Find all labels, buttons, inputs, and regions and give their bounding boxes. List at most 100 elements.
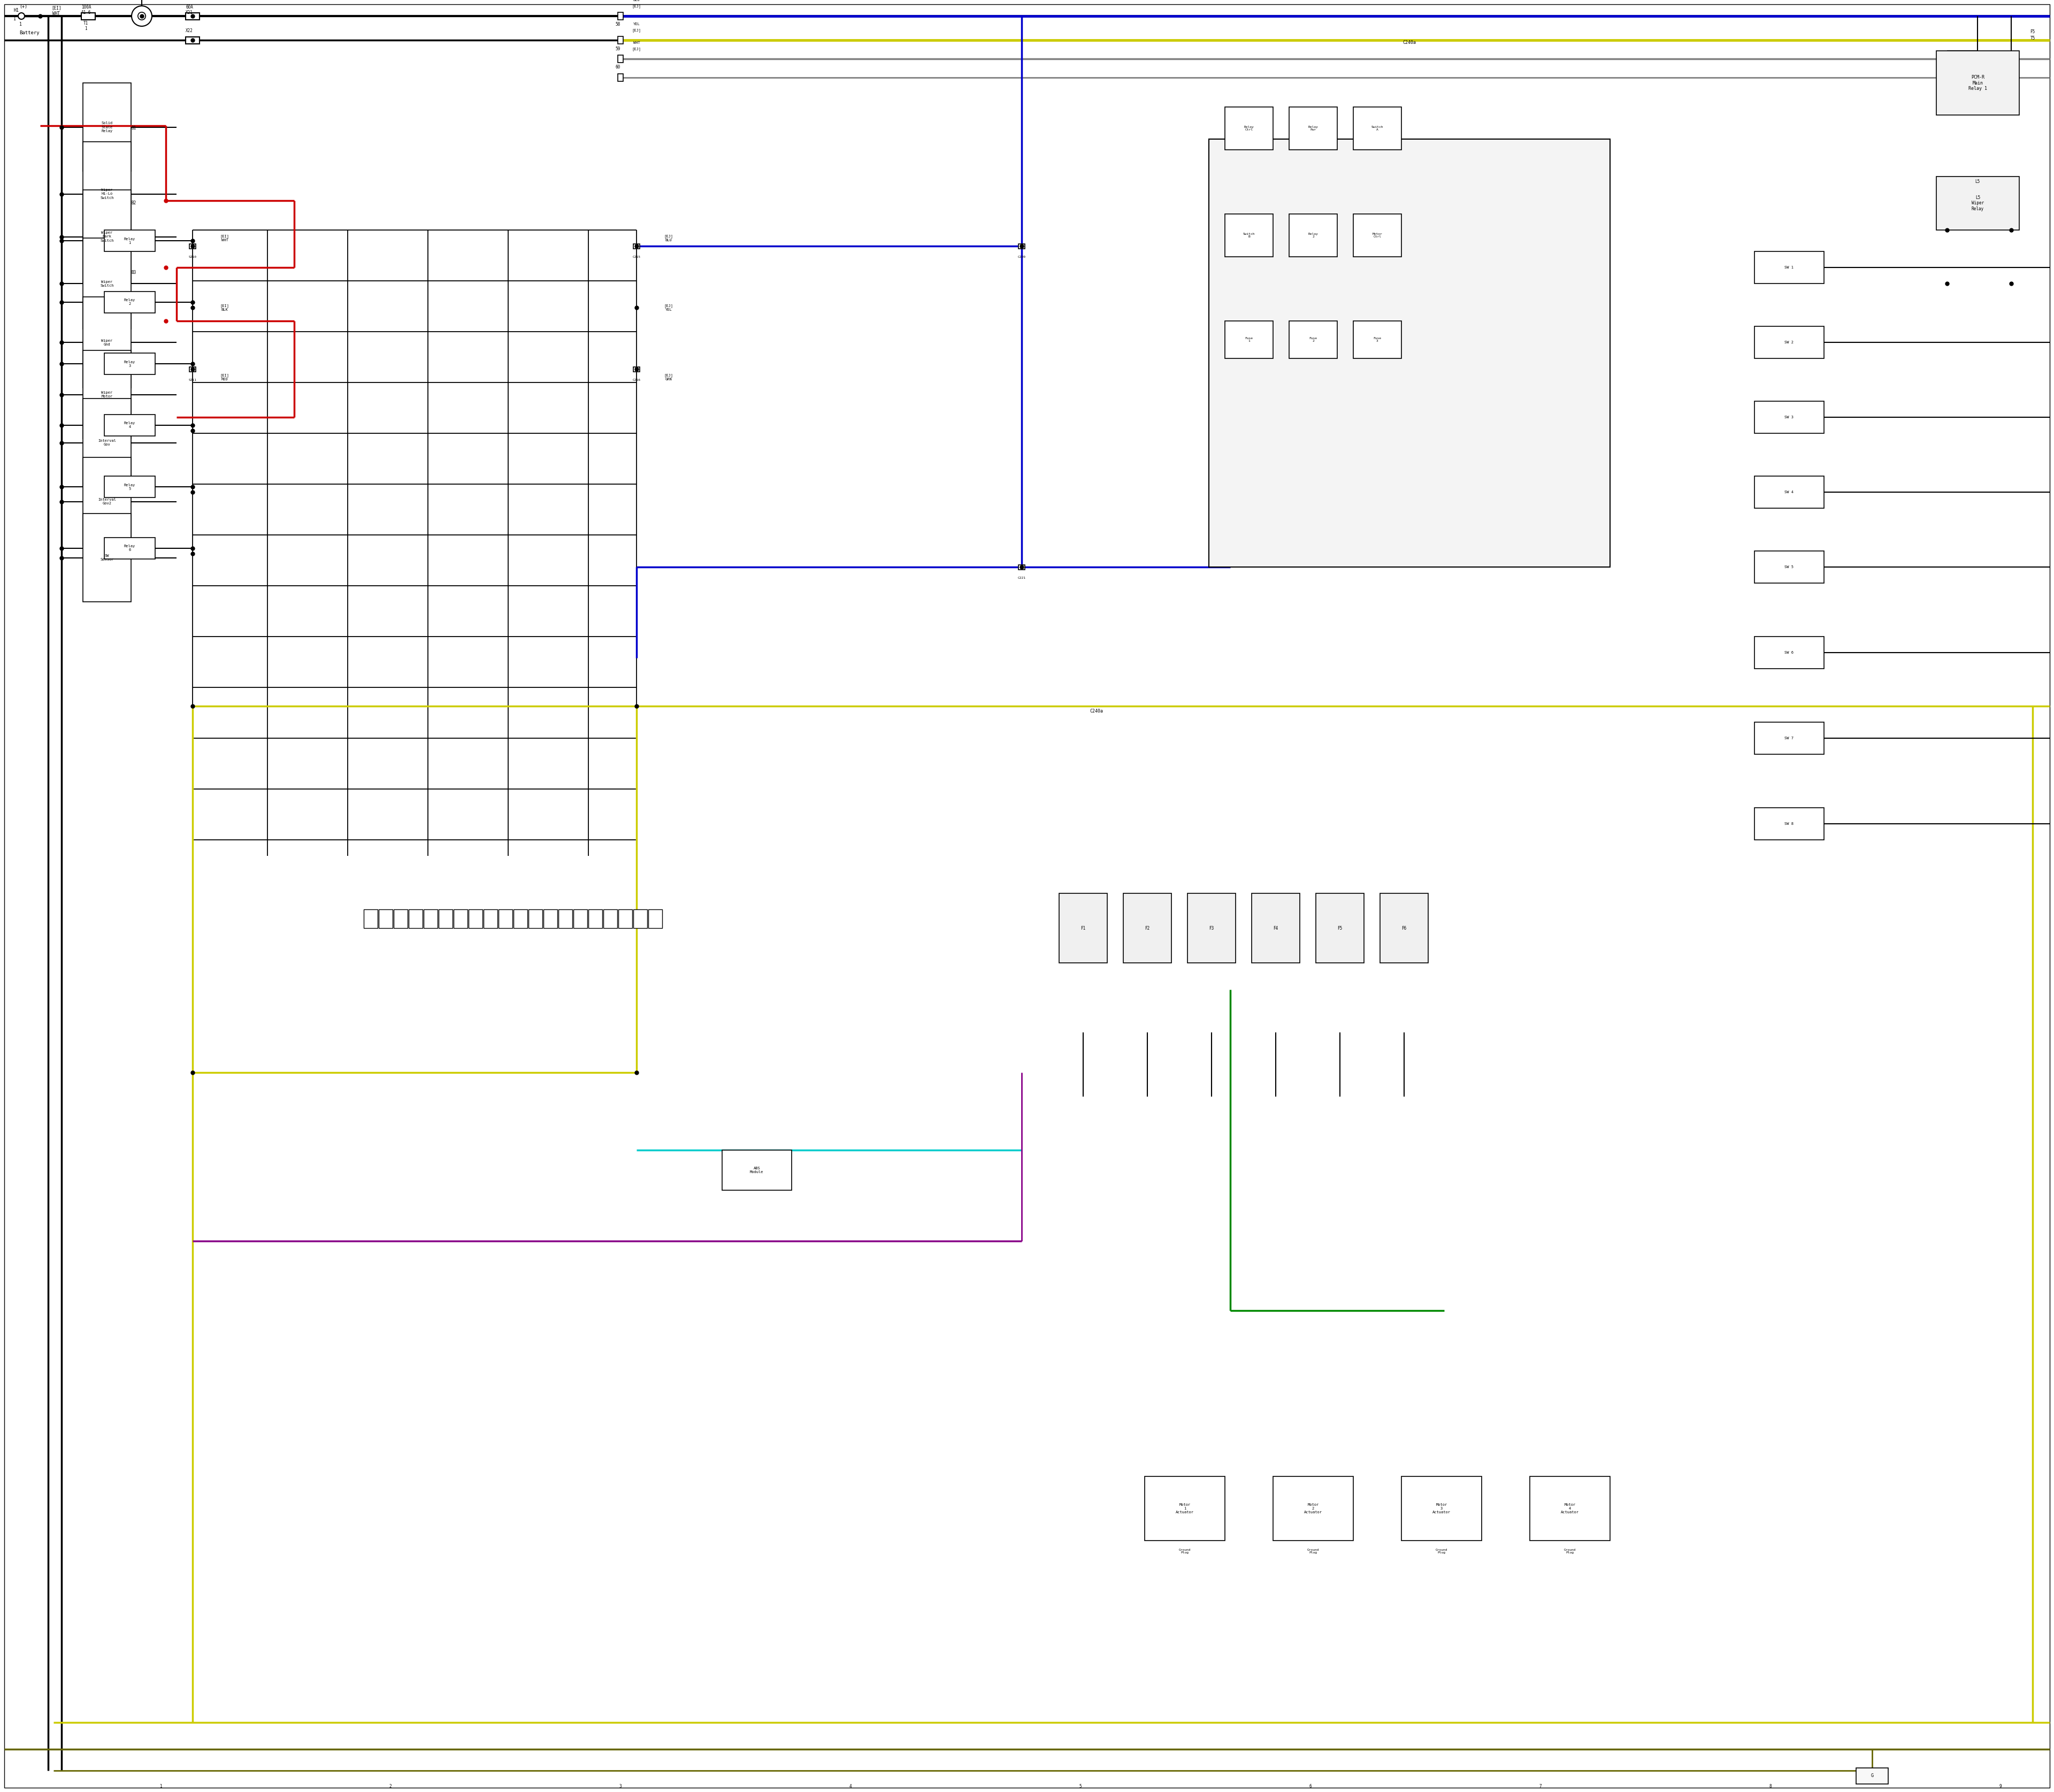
Bar [1251, 894, 1300, 962]
Text: SW
Sensor: SW Sensor [101, 554, 113, 561]
Text: SW 8: SW 8 [1785, 823, 1793, 826]
Bar [499, 909, 511, 928]
Text: C240a: C240a [1403, 41, 1415, 45]
Bar [82, 190, 131, 283]
Bar [1290, 213, 1337, 256]
Text: [EJ]: [EJ] [633, 47, 641, 50]
Bar [423, 909, 438, 928]
Text: [EJ]: [EJ] [633, 29, 641, 32]
Text: SW 5: SW 5 [1785, 566, 1793, 568]
Bar [468, 909, 483, 928]
Bar [1224, 213, 1273, 256]
Text: Motor
2
Actuator: Motor 2 Actuator [1304, 1503, 1323, 1514]
Text: Fuse
1: Fuse 1 [1245, 337, 1253, 342]
Bar [723, 1150, 791, 1190]
Bar [1317, 894, 1364, 962]
Bar [1754, 401, 1824, 434]
Bar [633, 367, 639, 371]
Bar [189, 367, 195, 371]
Text: 8: 8 [1768, 1785, 1773, 1788]
Text: T1: T1 [82, 20, 88, 25]
Bar [1354, 213, 1401, 256]
Text: [EI]
RED: [EI] RED [220, 373, 230, 382]
Text: L5
Wiper
Relay: L5 Wiper Relay [1972, 195, 1984, 211]
Bar [1060, 894, 1107, 962]
Text: Motor
4
Actuator: Motor 4 Actuator [1561, 1503, 1580, 1514]
Bar [1857, 1769, 1888, 1785]
Text: WHT: WHT [53, 11, 60, 16]
Text: C215: C215 [633, 256, 641, 258]
Bar [1124, 894, 1171, 962]
Text: 1: 1 [160, 1785, 162, 1788]
Text: Interval
Gov: Interval Gov [99, 439, 117, 446]
Text: Relay
4: Relay 4 [123, 421, 136, 428]
Bar [1754, 550, 1824, 582]
Bar [454, 909, 468, 928]
Bar [1210, 140, 1610, 566]
Bar [514, 909, 528, 928]
Text: Wiper
Hi-Lo
Switch: Wiper Hi-Lo Switch [101, 188, 113, 199]
Text: Solid
State
Relay: Solid State Relay [101, 122, 113, 133]
Bar [559, 909, 573, 928]
Text: B1: B1 [131, 125, 136, 131]
Text: T5: T5 [2029, 36, 2036, 41]
Text: Relay
3: Relay 3 [123, 360, 136, 367]
Text: 2: 2 [390, 1785, 392, 1788]
Bar [1937, 50, 2019, 115]
Bar [82, 514, 131, 602]
Bar [528, 909, 542, 928]
Text: H1: H1 [14, 9, 18, 13]
Text: [EJ]
GRN: [EJ] GRN [663, 373, 674, 382]
Bar [1354, 321, 1401, 358]
Text: B2: B2 [131, 201, 136, 206]
Text: Wiper
Switch: Wiper Switch [101, 280, 113, 287]
Text: [EI]: [EI] [51, 5, 62, 11]
Bar [378, 909, 392, 928]
Bar [1019, 244, 1025, 249]
Bar [618, 73, 622, 81]
Text: 1: 1 [14, 16, 16, 22]
Bar [364, 909, 378, 928]
Text: (+): (+) [18, 4, 27, 9]
Text: S211: S211 [189, 378, 197, 382]
Bar [1754, 808, 1824, 840]
Text: Battery: Battery [18, 30, 39, 36]
Text: Switch
A: Switch A [1372, 125, 1384, 131]
Text: SW 6: SW 6 [1785, 650, 1793, 654]
Bar [649, 909, 661, 928]
Text: Ground
Plug: Ground Plug [1436, 1548, 1448, 1554]
Text: Wiper
Motor: Wiper Motor [101, 391, 113, 398]
Text: C221: C221 [1017, 577, 1025, 579]
Text: C240a: C240a [1091, 710, 1103, 713]
Text: 6: 6 [1308, 1785, 1313, 1788]
Bar [618, 56, 622, 63]
Bar [618, 13, 622, 20]
Text: Relay
5: Relay 5 [123, 484, 136, 491]
Bar [1937, 177, 2019, 229]
Circle shape [138, 13, 146, 20]
Bar [105, 414, 156, 435]
Text: SW 3: SW 3 [1785, 416, 1793, 419]
Text: 58: 58 [616, 22, 620, 27]
Text: SW 4: SW 4 [1785, 491, 1793, 495]
Text: [EJ]
BLU: [EJ] BLU [663, 235, 674, 242]
Text: Wiper
Park
Switch: Wiper Park Switch [101, 231, 113, 242]
Bar [1380, 894, 1428, 962]
Bar [1754, 477, 1824, 509]
Bar [1187, 894, 1237, 962]
Text: Interval
Gov2: Interval Gov2 [99, 498, 117, 505]
Text: Motor
1
Actuator: Motor 1 Actuator [1175, 1503, 1193, 1514]
Bar [105, 292, 156, 314]
Bar [82, 398, 131, 487]
Text: Relay
1: Relay 1 [123, 237, 136, 244]
Text: F6: F6 [1401, 926, 1407, 930]
Bar [1754, 326, 1824, 358]
Text: Ground
Plug: Ground Plug [1306, 1548, 1319, 1554]
Bar [544, 909, 557, 928]
Text: 1: 1 [84, 25, 86, 30]
Text: Motor
Ctrl: Motor Ctrl [1372, 233, 1382, 238]
Bar [82, 297, 131, 387]
Circle shape [131, 5, 152, 27]
Bar [1401, 1477, 1481, 1541]
Bar [82, 142, 131, 246]
